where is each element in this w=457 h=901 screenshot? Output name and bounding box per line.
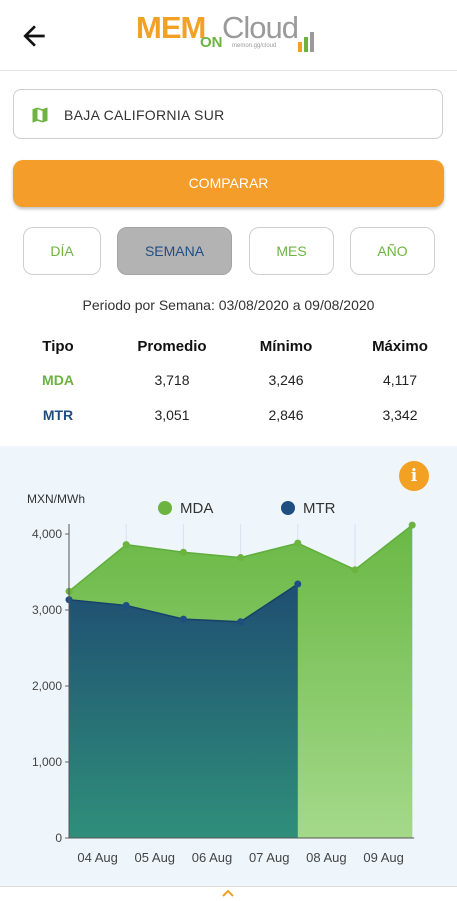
stats-row-mda-maximo: 4,117 <box>383 372 417 388</box>
compare-button[interactable]: COMPARAR <box>13 160 444 207</box>
period-year-button[interactable]: AÑO <box>350 227 435 275</box>
info-icon[interactable]: i <box>399 461 429 491</box>
stats-header-promedio: Promedio <box>137 338 207 355</box>
data-point-mda <box>122 541 130 549</box>
stats-header-tipo: Tipo <box>42 338 74 355</box>
stats-row-mda-tipo: MDA <box>42 372 74 388</box>
period-range-text: Periodo por Semana: 03/08/2020 a 09/08/2… <box>82 297 375 313</box>
data-point-mtr <box>237 618 245 626</box>
period-week-button[interactable]: SEMANA <box>117 227 232 275</box>
data-point-mtr <box>122 601 130 609</box>
x-tick-label: 05 Aug <box>135 850 176 865</box>
data-point-mda <box>294 539 302 547</box>
data-point-mda <box>351 566 359 574</box>
stats-row-mtr-promedio: 3,051 <box>154 407 190 423</box>
legend-item-mtr[interactable]: MTR <box>281 500 336 517</box>
legend-item-mda[interactable]: MDA <box>158 500 213 517</box>
x-tick-label: 09 Aug <box>363 850 404 865</box>
y-axis-unit-label: MXN/MWh <box>27 492 85 506</box>
y-tick-label: 3,000 <box>32 603 62 617</box>
stats-header-minimo: Mínimo <box>259 338 313 355</box>
chevron-up-icon[interactable] <box>222 889 234 897</box>
data-point-mtr <box>294 580 302 588</box>
stats-row-mda-promedio: 3,718 <box>154 372 190 388</box>
bottom-bar <box>0 886 457 901</box>
area-chart: 4,000 3,000 2,000 1,000 0 04 Aug 05 Aug 06 Aug 0… <box>32 521 416 865</box>
legend-label-mda: MDA <box>180 500 214 517</box>
stats-row-mtr-tipo: MTR <box>42 407 74 423</box>
series-area-mtr <box>69 584 298 838</box>
logo-bars-icon <box>298 32 314 52</box>
x-tick-label: 07 Aug <box>249 850 290 865</box>
y-tick-label: 2,000 <box>32 679 62 693</box>
price-chart-panel: i MXN/MWh MDA MTR 4,000 3,000 2,000 1,000 0 0… <box>0 446 457 886</box>
stats-row-mtr-minimo: 2,846 <box>268 407 304 423</box>
stats-row-mda-minimo: 3,246 <box>268 372 304 388</box>
y-tick-label: 1,000 <box>32 755 62 769</box>
y-tick-label: 4,000 <box>32 527 62 541</box>
region-select-value: BAJA CALIFORNIA SUR <box>64 107 225 123</box>
data-point-mda <box>237 554 245 562</box>
region-select[interactable]: BAJA CALIFORNIA SUR <box>13 89 443 139</box>
x-tick-label: 08 Aug <box>306 850 347 865</box>
back-arrow-icon[interactable] <box>18 20 50 52</box>
data-point-mtr <box>179 615 187 623</box>
app-header: MEM ON Cloud memon.gg/cloud <box>0 0 457 71</box>
period-month-button[interactable]: MES <box>249 227 334 275</box>
period-day-button[interactable]: DÍA <box>23 227 101 275</box>
x-tick-label: 04 Aug <box>77 850 118 865</box>
legend-dot-mda <box>158 501 172 515</box>
y-tick-label: 0 <box>55 831 62 845</box>
data-point-mda <box>408 521 416 529</box>
memon-cloud-logo: MEM ON Cloud memon.gg/cloud <box>136 8 326 56</box>
x-tick-label: 06 Aug <box>192 850 233 865</box>
stats-header-maximo: Máximo <box>372 338 428 355</box>
legend-dot-mtr <box>281 501 295 515</box>
stats-row-mtr-maximo: 3,342 <box>382 407 418 423</box>
map-icon <box>32 107 48 123</box>
legend-label-mtr: MTR <box>303 500 336 517</box>
data-point-mda <box>179 548 187 556</box>
